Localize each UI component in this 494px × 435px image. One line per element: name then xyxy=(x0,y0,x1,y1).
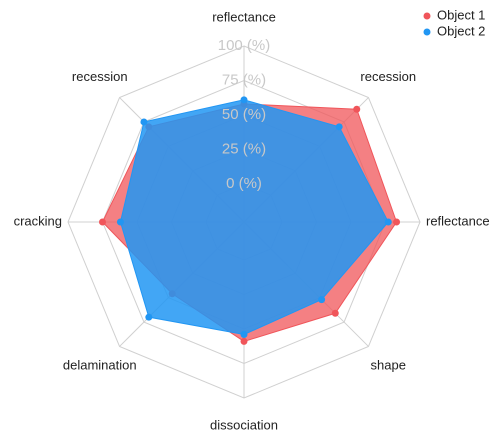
point xyxy=(318,296,326,304)
legend-marker xyxy=(423,12,431,20)
point xyxy=(99,218,106,226)
point xyxy=(240,337,248,345)
legend-label: Object 2 xyxy=(437,23,485,38)
category-label: delamination xyxy=(63,358,137,373)
point xyxy=(384,218,392,226)
r-tick-label: 75 (%) xyxy=(222,71,266,88)
r-tick-label: 25 (%) xyxy=(222,140,266,157)
point xyxy=(240,331,248,339)
point xyxy=(335,123,343,131)
legend-marker xyxy=(423,28,431,36)
category-label: cracking xyxy=(14,213,62,228)
r-tick-label: 100 (%) xyxy=(218,37,271,54)
category-label: recession xyxy=(72,69,128,84)
point xyxy=(116,218,124,226)
category-label: reflectance xyxy=(212,9,276,24)
point xyxy=(240,96,248,104)
point xyxy=(393,218,401,226)
category-label: reflectance xyxy=(426,213,490,228)
category-label: dissociation xyxy=(210,417,278,432)
point xyxy=(145,313,153,321)
point xyxy=(353,105,361,113)
r-tick-label: 0 (%) xyxy=(226,175,262,192)
legend-label: Object 1 xyxy=(437,7,485,22)
point xyxy=(331,309,339,317)
category-label: shape xyxy=(371,358,406,373)
r-tick-label: 50 (%) xyxy=(222,106,266,123)
category-label: recession xyxy=(360,69,416,84)
point xyxy=(140,118,148,126)
